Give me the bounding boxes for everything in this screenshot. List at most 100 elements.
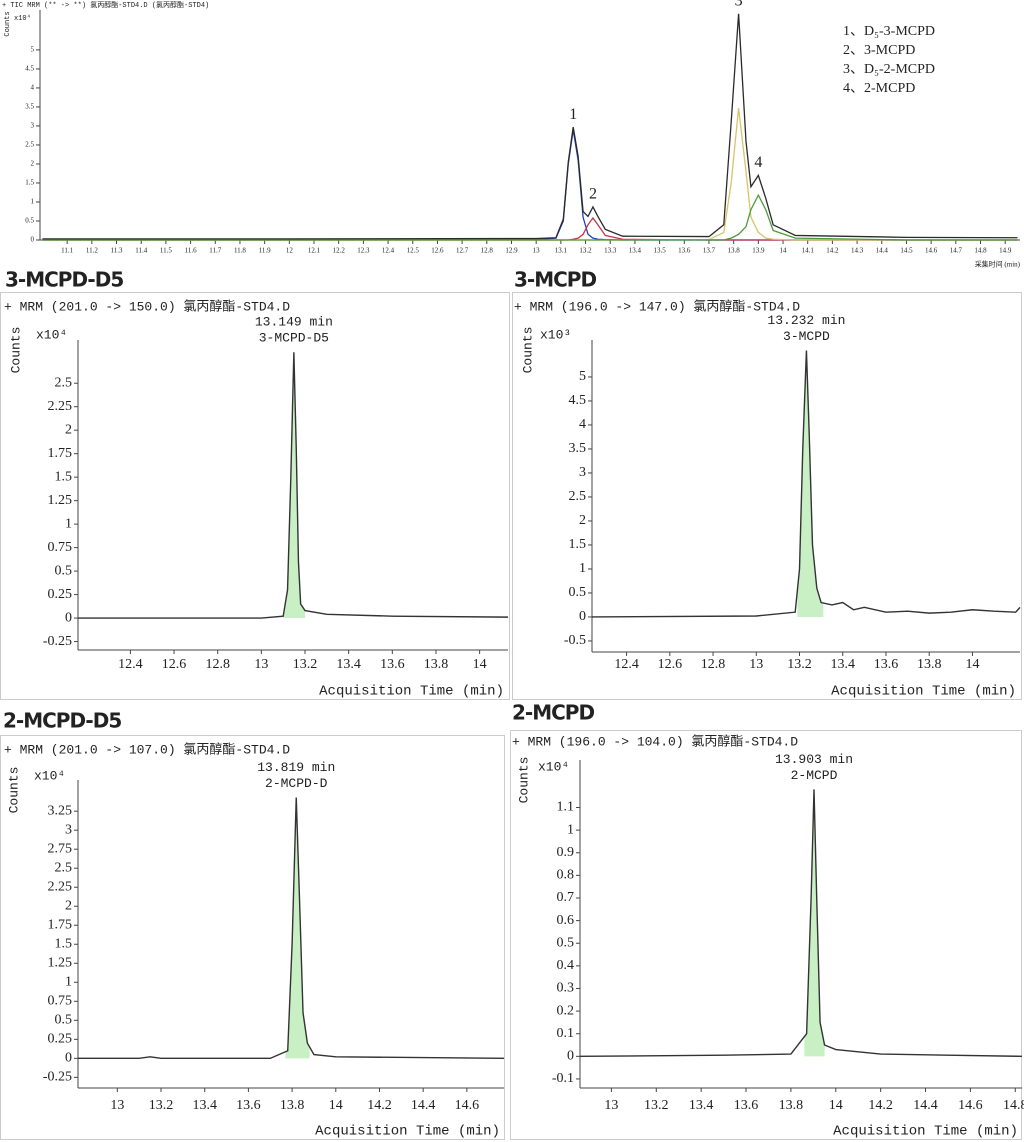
x-axis-label: Acquisition Time (min) xyxy=(315,1124,500,1140)
x-tick-label: 14.7 xyxy=(950,247,963,255)
panel-border xyxy=(512,292,1022,700)
x-tick-label: 12.4 xyxy=(118,657,143,672)
y-tick-label: 0.5 xyxy=(55,1013,73,1028)
series-line xyxy=(42,13,1018,240)
x-tick-label: 14.1 xyxy=(802,247,815,255)
x-tick-label: 13 xyxy=(110,1098,124,1113)
y-tick-label: 2 xyxy=(65,898,72,913)
y-tick-label: 2.5 xyxy=(55,375,73,390)
y-tick-label: -0.1 xyxy=(552,1071,574,1086)
y-tick-label: 0 xyxy=(567,1049,574,1064)
series-line xyxy=(42,193,1018,241)
x-tick-label: 13.6 xyxy=(874,657,899,672)
x-tick-label: 14.8 xyxy=(1003,1098,1024,1113)
y-tick-label: 3 xyxy=(579,465,586,480)
chart-title: 2-MCPD-D5 xyxy=(3,709,121,733)
y-tick-label: 0 xyxy=(579,609,586,624)
x-tick-label: 12.4 xyxy=(614,657,639,672)
x-tick-label: 11.9 xyxy=(259,247,271,255)
x-tick-label: 12.8 xyxy=(205,657,230,672)
x-tick-label: 13.4 xyxy=(192,1098,217,1113)
y-tick-label: 1 xyxy=(579,561,586,576)
x-tick-label: 12.8 xyxy=(481,247,494,255)
chart-title: 2-MCPD xyxy=(512,701,594,725)
peak-label: 13.819 min xyxy=(257,760,335,775)
panel-border xyxy=(0,735,505,1140)
x-tick-label: 14.8 xyxy=(974,247,987,255)
y-tick-label: 0.8 xyxy=(557,868,575,883)
y-tick-label: -0.25 xyxy=(43,1070,72,1085)
x-tick-label: 14.2 xyxy=(367,1098,392,1113)
x-tick-label: 13.4 xyxy=(336,657,361,672)
y-tick-label: 4 xyxy=(31,84,35,92)
x-tick-label: 13.2 xyxy=(293,657,318,672)
y-tick-label: 1.75 xyxy=(48,917,73,932)
series-line xyxy=(579,789,1023,1058)
x-axis-label: 采集时间 (min) xyxy=(975,260,1021,269)
x-tick-label: 12.2 xyxy=(333,247,346,255)
y-tick-label: 0.2 xyxy=(557,1003,575,1018)
x-tick-label: 12.3 xyxy=(357,247,370,255)
y-multiplier: x10⁴ xyxy=(538,759,569,774)
x-tick-label: 13.4 xyxy=(629,247,642,255)
series-line xyxy=(78,797,505,1060)
y-axis-label: Counts xyxy=(8,327,23,374)
y-tick-label: 1.5 xyxy=(55,469,73,484)
x-tick-label: 11.2 xyxy=(86,247,98,255)
y-axis-label: Counts xyxy=(6,767,21,814)
x-tick-label: 13.8 xyxy=(917,657,942,672)
x-tick-label: 14.4 xyxy=(913,1098,938,1113)
y-tick-label: 2.25 xyxy=(48,399,73,414)
x-tick-label: 14 xyxy=(829,1098,843,1113)
x-tick-label: 14 xyxy=(473,657,487,672)
legend-entry: 1、D₅-3-MCPD xyxy=(843,24,935,39)
chart-header: + MRM (201.0 -> 150.0) 氯丙醇酯-STD4.D xyxy=(4,298,290,314)
series-line xyxy=(78,352,509,619)
peak-label: 13.149 min xyxy=(255,315,333,330)
y-tick-label: 1.5 xyxy=(569,537,587,552)
x-tick-label: 12.6 xyxy=(162,657,187,672)
x-tick-label: 13.8 xyxy=(424,657,449,672)
x-tick-label: 11.3 xyxy=(111,247,123,255)
x-tick-label: 13.6 xyxy=(678,247,691,255)
x-tick-label: 13.3 xyxy=(604,247,617,255)
y-tick-label: 2.5 xyxy=(55,860,73,875)
x-tick-label: 11.4 xyxy=(135,247,147,255)
y-tick-label: 2 xyxy=(65,422,72,437)
panel-border xyxy=(0,292,510,700)
x-tick-label: 14.6 xyxy=(925,247,938,255)
x-tick-label: 14.2 xyxy=(826,247,839,255)
x-tick-label: 14 xyxy=(780,247,788,255)
x-tick-label: 12.4 xyxy=(382,247,395,255)
y-tick-label: 3.5 xyxy=(569,441,587,456)
legend-entry: 2、3-MCPD xyxy=(843,43,915,58)
x-tick-label: 13 xyxy=(533,247,541,255)
y-tick-label: 0.25 xyxy=(48,1032,73,1047)
x-tick-label: 13.2 xyxy=(579,247,592,255)
y-axis-label: Counts xyxy=(520,327,535,374)
x-tick-label: 12.6 xyxy=(658,657,683,672)
x-tick-label: 12.6 xyxy=(431,247,444,255)
y-tick-label: 2.75 xyxy=(48,841,73,856)
x-tick-label: 13 xyxy=(604,1098,618,1113)
x-axis-label: Acquisition Time (min) xyxy=(319,684,504,700)
x-tick-label: 13.4 xyxy=(689,1098,714,1113)
peak-number: 2 xyxy=(589,186,597,203)
y-tick-label: 1 xyxy=(65,516,72,531)
x-tick-label: 13 xyxy=(254,657,268,672)
y-tick-label: 1.5 xyxy=(55,936,73,951)
x-tick-label: 12.9 xyxy=(505,247,518,255)
x-tick-label: 12.1 xyxy=(308,247,321,255)
x-tick-label: 11.7 xyxy=(209,247,221,255)
x-tick-label: 14 xyxy=(965,657,979,672)
x-tick-label: 14.3 xyxy=(851,247,864,255)
y-tick-label: 4 xyxy=(579,417,586,432)
x-tick-label: 13.9 xyxy=(752,247,765,255)
peak-label: 3-MCPD-D5 xyxy=(259,331,329,346)
y-tick-label: 0.7 xyxy=(557,890,575,905)
y-tick-label: 1 xyxy=(31,198,35,206)
y-tick-label: 0.9 xyxy=(557,845,575,860)
y-tick-label: 0.75 xyxy=(48,540,73,555)
y-tick-label: 4.5 xyxy=(25,65,34,73)
